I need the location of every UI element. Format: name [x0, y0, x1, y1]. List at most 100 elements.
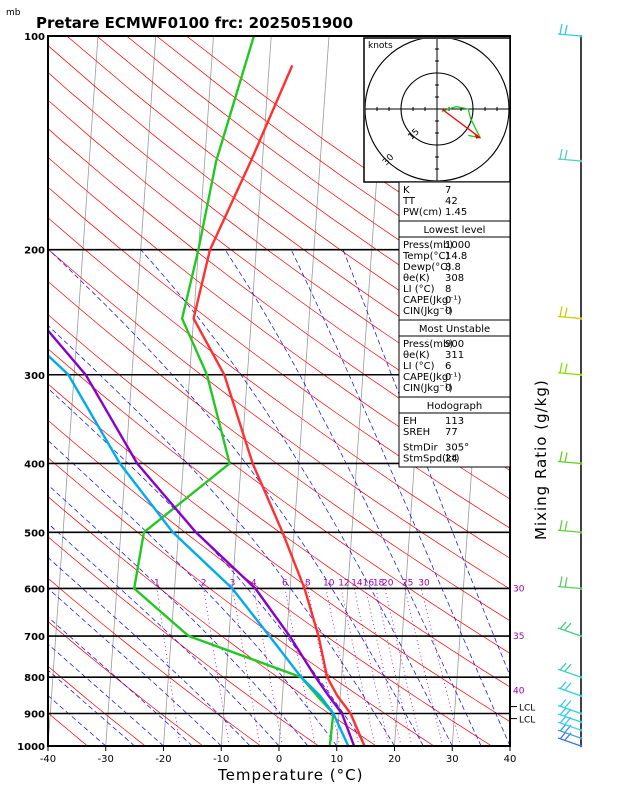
wind-barb-flag [559, 681, 567, 690]
wind-barb-flag [564, 363, 568, 374]
index-value: 8.8 [445, 262, 461, 273]
index-label: TT [402, 196, 416, 207]
wind-barb-dot [579, 712, 583, 715]
wind-barb-staff [557, 729, 582, 739]
wind-barb-flag [559, 715, 567, 724]
lcl-label: LCL [519, 704, 535, 714]
dry-adiabat [48, 128, 510, 471]
x-tick-label: -40 [40, 754, 56, 765]
dry-adiabat [48, 348, 510, 688]
moist-adiabat [48, 695, 107, 746]
x-tick-label: 40 [504, 754, 517, 765]
wind-barb-staff [557, 158, 582, 162]
wind-barb-staff [557, 372, 582, 376]
wind-barb-flag [564, 149, 568, 161]
mixing-ratio-line [253, 588, 283, 746]
mixing-ratio-line [384, 588, 423, 746]
wind-barb-dot [579, 373, 583, 377]
wind-barb-flag [564, 577, 568, 588]
chart-title: Pretare ECMWF0100 frc: 2025051900 [36, 14, 353, 32]
mixing-ratio-label: 8 [305, 578, 311, 588]
wind-barb-staff [557, 721, 582, 731]
index-label: PW(cm) [403, 207, 442, 218]
wind-barb-flag [559, 707, 567, 716]
dry-adiabat [48, 248, 510, 590]
y-tick-label: 100 [24, 32, 45, 43]
mixing-ratio-line [420, 588, 461, 746]
wind-barb-staff [557, 585, 582, 590]
wind-barb-staff [557, 529, 582, 533]
wind-barb-dot [579, 317, 583, 320]
mixing-ratio-label: 12 [338, 578, 349, 588]
wind-barb-dot [579, 694, 583, 698]
index-label: Temp(°C) [402, 251, 450, 262]
profile-temperature [192, 64, 366, 746]
hodograph-unit-label: knots [368, 41, 393, 51]
index-label: LI (°C) [403, 284, 435, 295]
x-tick-label: -30 [98, 754, 114, 765]
wind-barb-flag [559, 621, 567, 630]
dry-adiabat [48, 577, 262, 746]
wind-barb-staff [557, 704, 582, 715]
wind-barb-dot [579, 736, 583, 740]
index-label: CAPE(Jkg⁻¹) [403, 372, 461, 383]
x-tick-label: -10 [213, 754, 229, 765]
indices-section-box [398, 396, 511, 468]
wind-barb-flag [559, 576, 563, 587]
index-label: CAPE(Jkg⁻¹) [403, 295, 461, 306]
indices-section-box [398, 319, 511, 398]
dry-adiabat [48, 280, 510, 622]
wind-barb-dot [579, 530, 583, 534]
index-label: θe(K) [403, 273, 430, 284]
wind-barb-flag [559, 699, 567, 707]
index-value: 77 [445, 427, 458, 438]
dry-adiabat [48, 457, 435, 746]
dry-adiabat [48, 383, 510, 723]
indices-section-title: Lowest level [424, 225, 486, 236]
index-label: Press(mb) [403, 339, 453, 350]
y-tick-label: 600 [24, 584, 45, 595]
wind-barb-dot [579, 675, 583, 679]
mixing-ratio-line [353, 588, 390, 746]
y-tick-label: 200 [24, 246, 45, 257]
index-value: 308 [445, 273, 464, 284]
x-axis-title: Temperature (°C) [217, 766, 363, 784]
index-value: 1000 [445, 240, 470, 251]
index-value: 42 [445, 196, 458, 207]
wind-barb-staff [557, 315, 582, 320]
moist-adiabat [48, 643, 164, 746]
wind-barb-flag [559, 662, 567, 671]
y-tick-label: 800 [24, 673, 45, 684]
wind-barb-dot [579, 587, 583, 590]
dry-adiabat [48, 621, 204, 746]
index-label: CIN(Jkg⁻¹) [403, 383, 453, 394]
isotherm-line [220, 36, 272, 746]
isotherm-line [105, 36, 157, 746]
moist-adiabat [48, 522, 280, 746]
dry-adiabat [48, 536, 319, 746]
moist-adiabat [48, 387, 366, 746]
index-value: 0 [445, 372, 451, 383]
index-value: 0 [445, 306, 451, 317]
index-value: 0 [445, 295, 451, 306]
dry-adiabat [48, 99, 510, 444]
y-tick-label: 1000 [17, 742, 45, 753]
index-label: Press(mb) [403, 240, 453, 251]
wind-barb-dot [579, 159, 583, 163]
x-tick-label: -20 [155, 754, 171, 765]
temperature-edge-label: 40 [513, 686, 525, 696]
y-tick-label: 300 [24, 371, 45, 382]
index-value: 7 [445, 185, 451, 196]
moist-adiabat [48, 249, 424, 746]
indices-section-title: Most Unstable [419, 324, 490, 335]
wind-barb-flag [564, 663, 572, 672]
index-label: Dewp(°C) [403, 262, 451, 273]
dry-adiabat [48, 186, 510, 529]
wind-barb-flag [559, 451, 563, 462]
isotherm-line [163, 36, 214, 746]
mixing-ratio-line [203, 588, 230, 746]
dry-adiabat [48, 217, 510, 559]
dry-adiabat [48, 71, 510, 416]
wind-barb-staff [557, 737, 582, 747]
